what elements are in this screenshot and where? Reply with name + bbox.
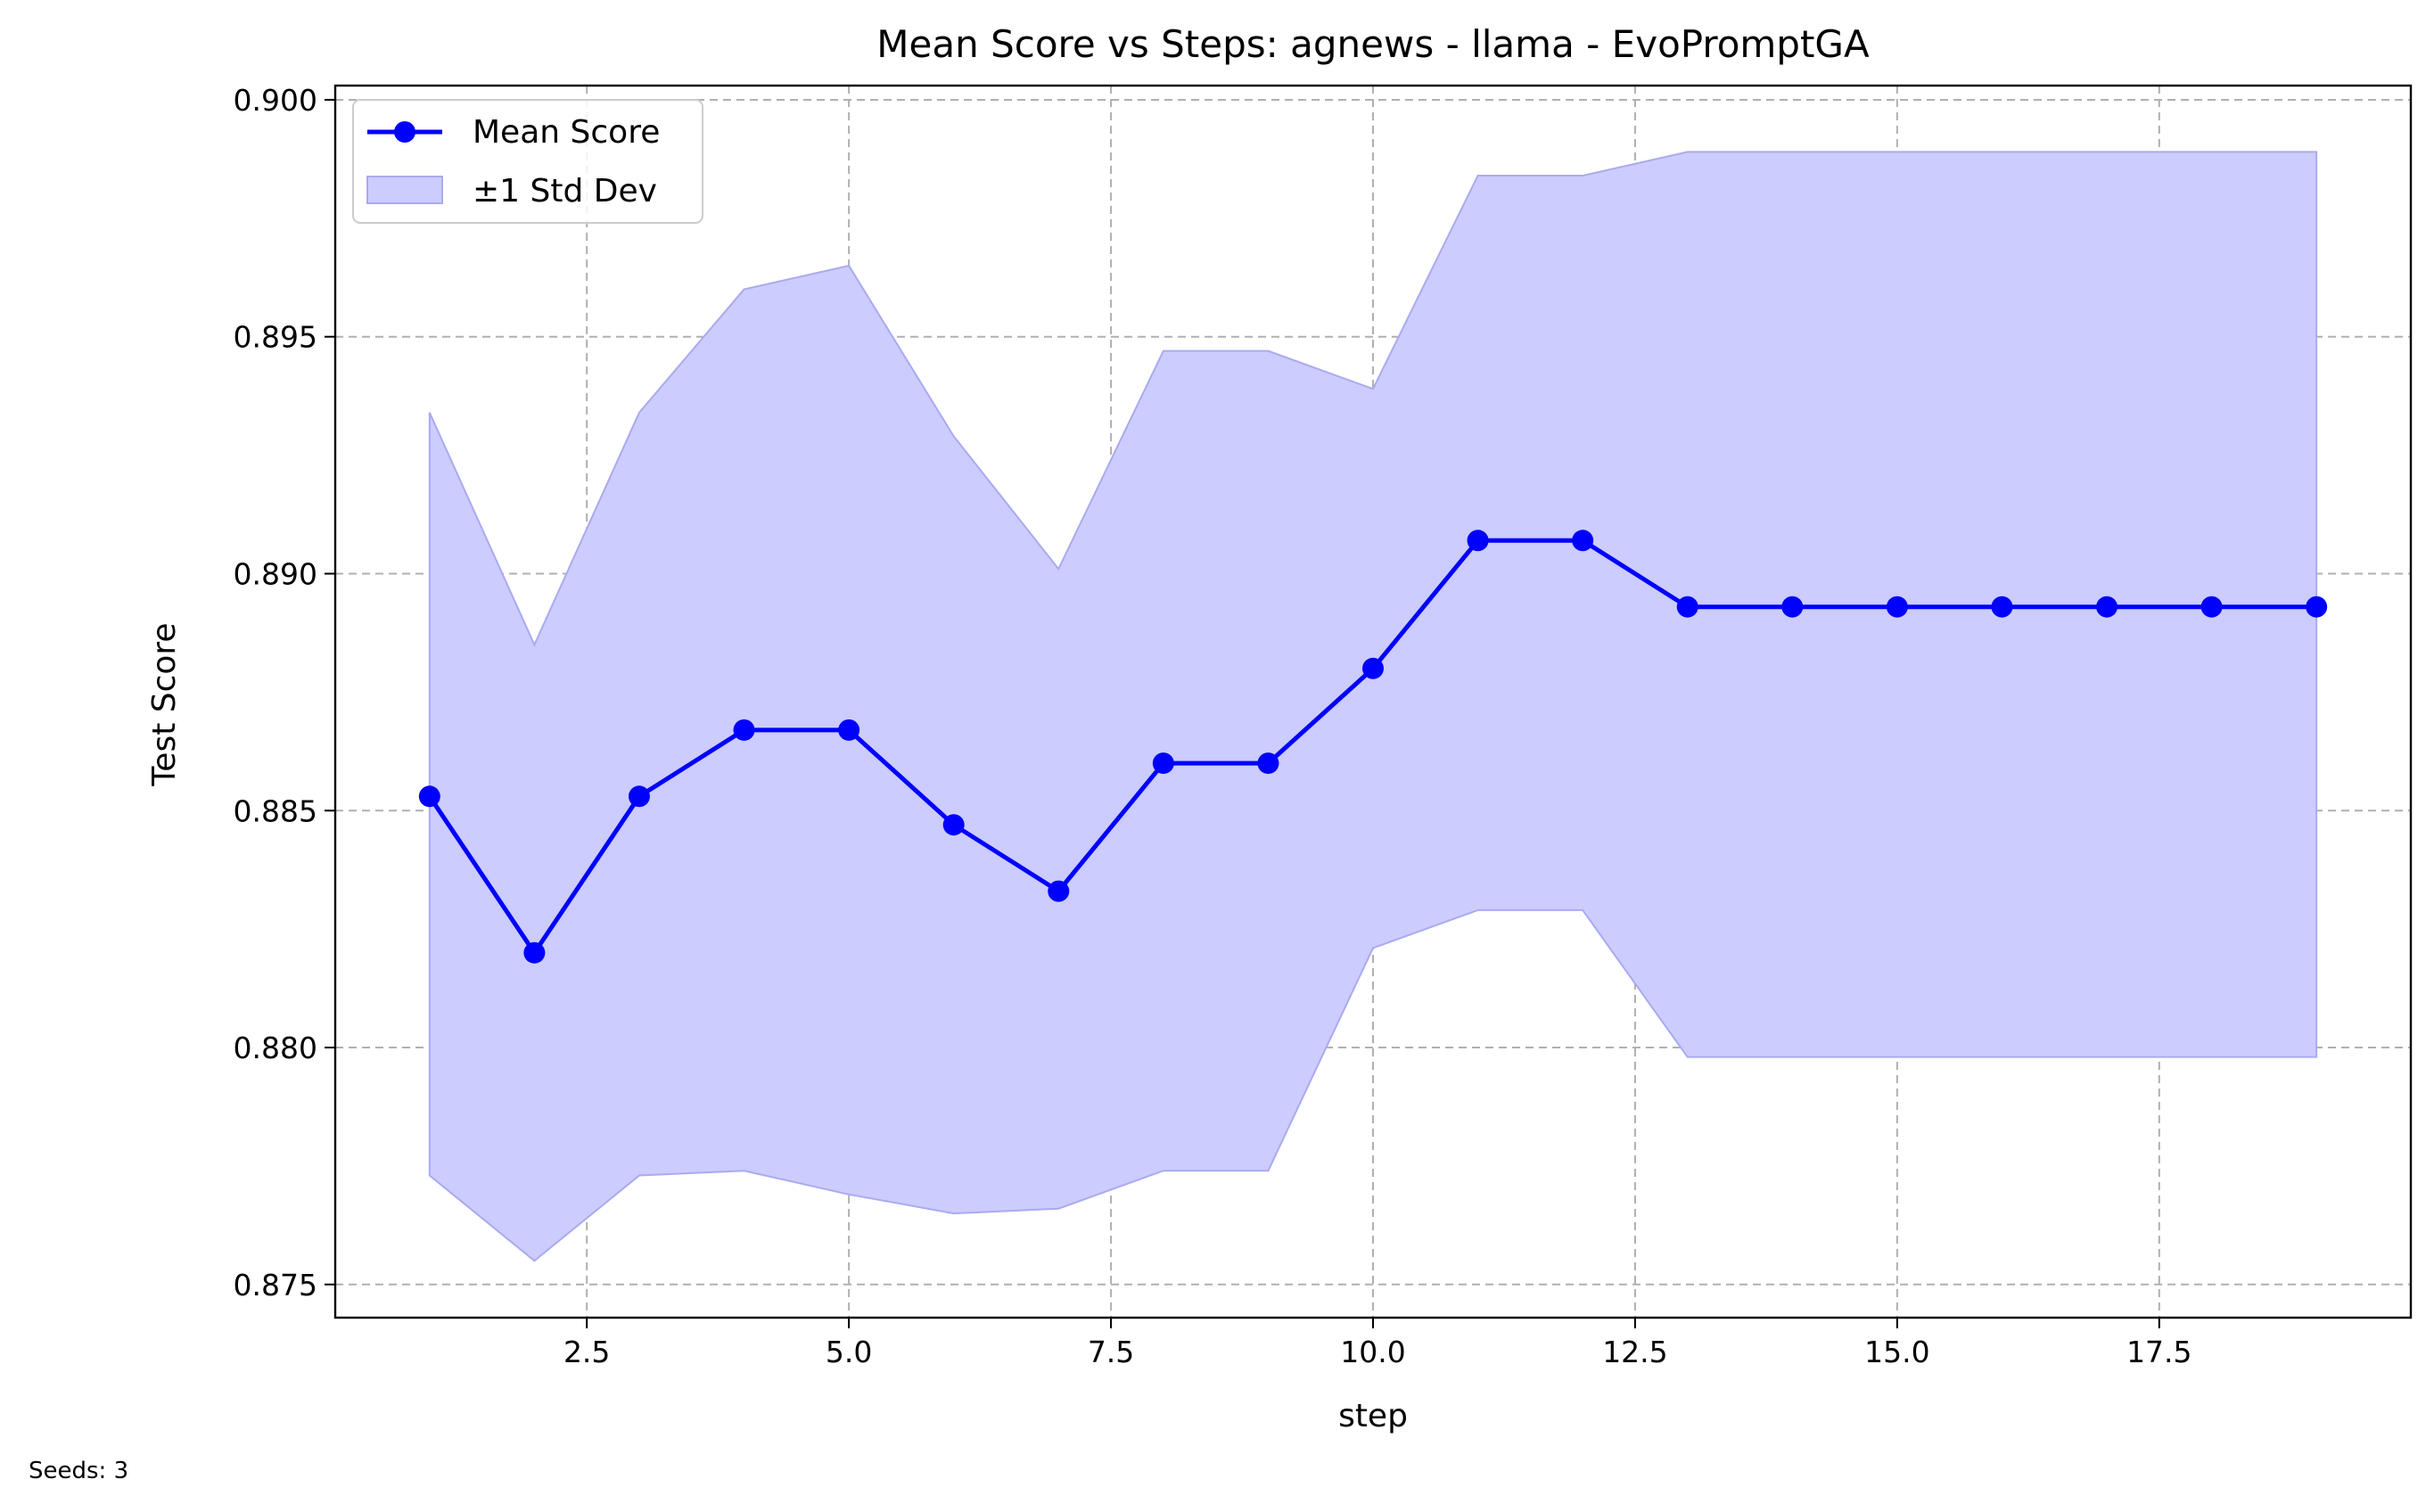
- y-tick-label: 0.890: [234, 556, 317, 591]
- mean-score-point: [2200, 596, 2223, 618]
- mean-score-point: [418, 785, 440, 808]
- mean-score-point: [733, 719, 755, 741]
- x-tick-label: 7.5: [1088, 1335, 1134, 1369]
- mean-score-point: [1257, 752, 1279, 775]
- x-axis-ticks: 2.5 5.0 7.5 10.0 12.5 15.0 17.5: [563, 1318, 2192, 1369]
- mean-score-point: [1048, 880, 1070, 902]
- std-dev-band-layer: [428, 151, 2318, 1262]
- y-axis-label: Test Score: [146, 622, 183, 786]
- legend-marker-swatch: [394, 121, 415, 143]
- mean-score-point: [1467, 530, 1489, 552]
- mean-score-point: [1676, 596, 1698, 618]
- x-tick-label: 12.5: [1602, 1335, 1667, 1369]
- mean-score-point: [1886, 596, 1908, 618]
- y-axis-ticks: 0.875 0.880 0.885 0.890 0.895 0.900: [234, 83, 335, 1302]
- mean-score-point: [1781, 596, 1804, 618]
- chart-title: Mean Score vs Steps: agnews - llama - Ev…: [876, 22, 1870, 66]
- seeds-footnote: Seeds: 3: [29, 1458, 128, 1484]
- legend: Mean Score ±1 Std Dev: [352, 99, 703, 224]
- y-tick-label: 0.880: [234, 1031, 317, 1065]
- mean-score-point: [1572, 530, 1594, 552]
- mean-score-point: [628, 785, 650, 808]
- legend-label-std-dev: ±1 Std Dev: [473, 173, 657, 210]
- mean-score-point: [523, 941, 546, 964]
- std-dev-band: [428, 151, 2318, 1262]
- mean-score-point: [2096, 596, 2118, 618]
- legend-label-mean-score: Mean Score: [473, 114, 660, 151]
- x-tick-label: 10.0: [1340, 1335, 1405, 1369]
- mean-score-point: [2306, 596, 2328, 618]
- y-tick-label: 0.895: [234, 320, 317, 355]
- mean-score-point: [1152, 752, 1174, 775]
- x-tick-label: 2.5: [563, 1335, 610, 1369]
- mean-score-point: [1991, 596, 2013, 618]
- mean-score-points-layer: [418, 530, 2328, 964]
- x-tick-label: 15.0: [1864, 1335, 1929, 1369]
- x-axis-label: step: [1338, 1398, 1408, 1434]
- y-tick-label: 0.885: [234, 793, 317, 828]
- mean-score-point: [942, 814, 965, 836]
- y-tick-label: 0.900: [234, 83, 317, 118]
- legend-band-swatch: [366, 176, 443, 204]
- mean-score-point: [1362, 657, 1384, 679]
- mean-score-point: [838, 719, 860, 741]
- y-tick-label: 0.875: [234, 1268, 317, 1302]
- x-tick-label: 5.0: [826, 1335, 872, 1369]
- x-tick-label: 17.5: [2126, 1335, 2191, 1369]
